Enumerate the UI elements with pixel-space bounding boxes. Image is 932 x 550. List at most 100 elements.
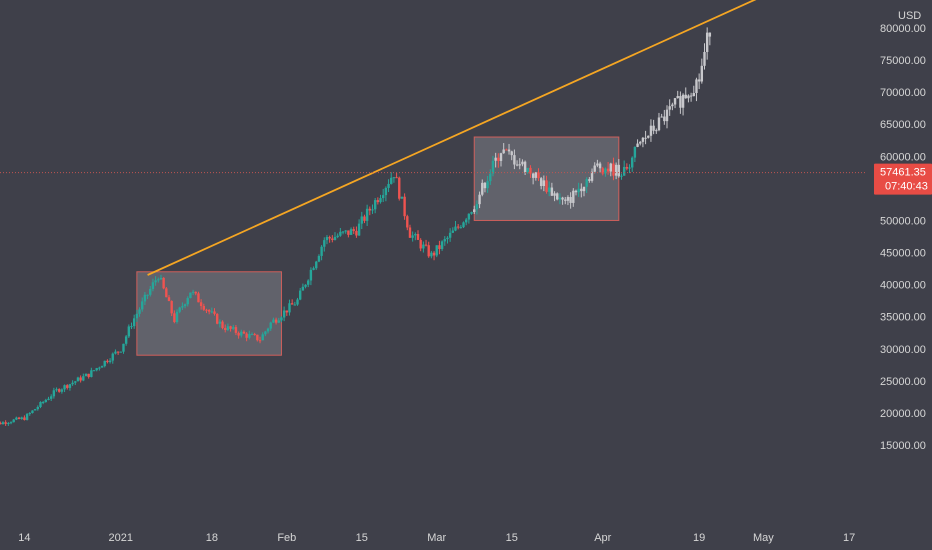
candle <box>668 99 671 116</box>
candle <box>232 324 235 331</box>
candle <box>63 384 66 393</box>
candle <box>124 335 128 346</box>
candle-body <box>531 173 535 178</box>
candle <box>652 119 655 135</box>
currency-label: USD <box>898 10 921 22</box>
candle-body <box>697 79 701 82</box>
candle <box>12 418 15 423</box>
candle-body <box>424 244 428 246</box>
candle <box>438 240 441 255</box>
candle <box>590 168 594 183</box>
candle <box>566 195 570 206</box>
candle-body <box>614 164 618 176</box>
candle-body <box>381 195 385 199</box>
time-axis[interactable]: 14 2021 18 Feb 15 Mar 15 Apr 19 May 17 <box>18 532 855 544</box>
candle-body <box>430 252 433 257</box>
candle-body <box>462 222 465 228</box>
y-tick-label: 45000.00 <box>880 248 926 260</box>
candle <box>25 412 29 421</box>
candle <box>478 191 481 209</box>
candle <box>221 320 224 330</box>
candle <box>577 182 580 197</box>
candle-body <box>478 194 481 205</box>
candle-body <box>290 303 294 305</box>
candle-body <box>178 307 181 312</box>
candle <box>339 227 342 237</box>
candle-body <box>660 116 663 118</box>
candle-body <box>28 413 31 415</box>
candle <box>357 219 361 236</box>
candle <box>210 307 214 314</box>
candle-body <box>68 384 72 388</box>
y-tick-label: 60000.00 <box>880 151 926 163</box>
candle-body <box>307 280 310 285</box>
candle-body <box>74 381 77 383</box>
candle <box>132 314 136 329</box>
candle-body <box>499 153 503 161</box>
candle <box>381 188 385 203</box>
trendline[interactable] <box>147 0 764 276</box>
candle <box>636 139 639 148</box>
candle <box>186 296 189 307</box>
candle <box>31 410 34 414</box>
y-tick-label: 35000.00 <box>880 312 926 324</box>
candle-body <box>689 95 693 97</box>
candle <box>317 254 321 263</box>
candle-body <box>229 326 232 329</box>
candle-body <box>1 422 5 425</box>
candle-body <box>328 237 331 239</box>
candle-body <box>585 179 588 187</box>
candle <box>355 226 358 238</box>
candle-body <box>363 216 366 221</box>
candle-body <box>655 130 658 132</box>
candle-body <box>510 151 513 156</box>
candle-body <box>352 229 355 231</box>
candle-body <box>347 230 350 235</box>
price-axis[interactable]: USD 90000.0085000.0080000.0075000.007000… <box>880 0 926 452</box>
candle-body <box>12 419 15 423</box>
candle <box>373 197 377 214</box>
candle-body <box>652 125 655 131</box>
candle <box>309 267 313 286</box>
candle-body <box>620 175 623 177</box>
candle <box>419 238 422 252</box>
candle <box>98 366 101 371</box>
candle-body <box>526 167 529 173</box>
candle <box>697 73 701 90</box>
candle-body <box>647 135 650 138</box>
candle-body <box>550 187 554 196</box>
candle-body <box>269 322 272 329</box>
candle-body <box>213 311 216 314</box>
candle-body <box>556 193 559 200</box>
candle <box>673 97 677 109</box>
candle-body <box>360 216 363 224</box>
candle-body <box>539 178 543 187</box>
candle-body <box>323 240 326 247</box>
candle-body <box>708 32 712 37</box>
candle-body <box>312 268 315 270</box>
candle <box>671 102 674 111</box>
candle <box>700 58 704 84</box>
candle-body <box>165 288 168 298</box>
candle <box>68 383 72 391</box>
candle-body <box>454 226 457 231</box>
candle <box>470 211 473 215</box>
candle-body <box>199 302 203 307</box>
candle <box>424 239 428 247</box>
candle <box>644 130 647 145</box>
x-tick-label: May <box>753 532 774 544</box>
candle-body <box>100 366 104 368</box>
candle <box>515 160 519 167</box>
candle-body <box>644 137 647 139</box>
candle <box>526 167 529 174</box>
candle-body <box>194 291 197 294</box>
candle <box>269 321 272 331</box>
candle-body <box>191 291 195 293</box>
candle-body <box>266 328 270 332</box>
candle <box>226 323 230 332</box>
candle <box>194 291 197 296</box>
candle-body <box>293 304 297 306</box>
price-badge: 57461.35 07:40:43 <box>874 163 932 195</box>
candle <box>240 329 243 338</box>
candle <box>183 303 187 309</box>
